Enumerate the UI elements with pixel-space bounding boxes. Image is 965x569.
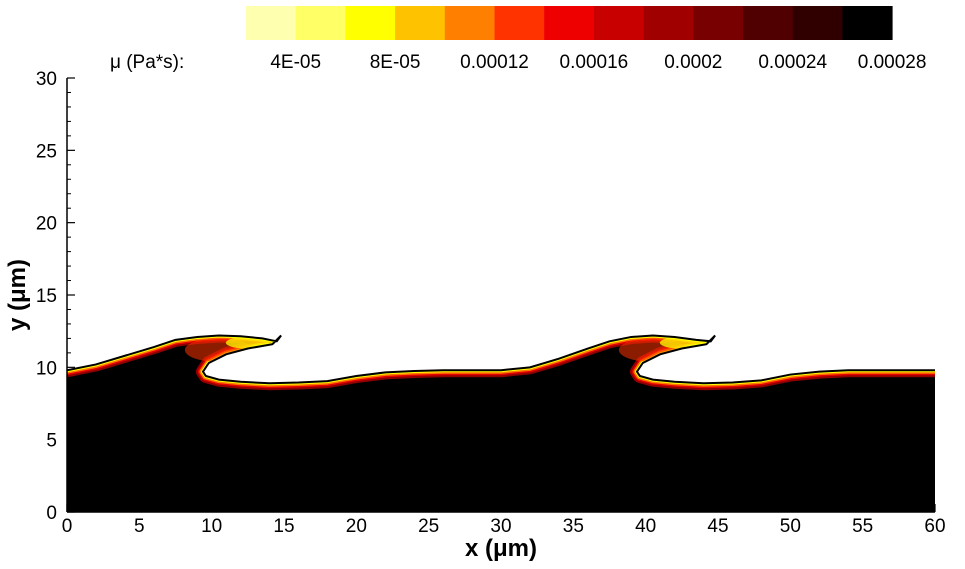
- x-tick-label: 20: [346, 516, 367, 537]
- x-tick-label: 25: [418, 516, 439, 537]
- colorbar-swatch: [246, 6, 297, 40]
- interface-contour: [67, 334, 935, 385]
- y-tick-label: 5: [46, 431, 57, 452]
- colorbar-swatch: [842, 6, 893, 40]
- x-tick-label: 30: [490, 516, 511, 537]
- colorbar-label: 0.00028: [858, 52, 927, 73]
- x-tick-label: 0: [62, 516, 73, 537]
- colorbar-title: μ (Pa*s):: [110, 52, 184, 73]
- high-viscosity-region: [67, 335, 935, 512]
- colorbar-label: 0.00016: [560, 52, 629, 73]
- colorbar-swatch: [295, 6, 346, 40]
- y-tick-label: 30: [36, 69, 57, 90]
- colorbar-swatch: [494, 6, 545, 40]
- x-tick-label: 60: [924, 516, 945, 537]
- colorbar-label: 8E-05: [370, 52, 421, 73]
- colorbar-swatch: [693, 6, 744, 40]
- y-tick-label: 25: [36, 141, 57, 162]
- colorbar-swatch: [593, 6, 645, 40]
- x-tick-label: 40: [635, 516, 656, 537]
- colorbar-label: 0.0002: [664, 52, 722, 73]
- x-tick-label: 15: [273, 516, 294, 537]
- x-tick-label: 10: [201, 516, 222, 537]
- x-tick-label: 55: [852, 516, 873, 537]
- x-tick-label: 45: [707, 516, 728, 537]
- colorbar-label: 0.00012: [460, 52, 529, 73]
- colorbar-swatch: [544, 6, 595, 40]
- y-axis-title: y (μm): [4, 259, 31, 331]
- y-tick-label: 0: [46, 503, 57, 524]
- y-tick-label: 20: [36, 214, 57, 235]
- colorbar-swatch: [743, 6, 794, 40]
- colorbar-swatch: [345, 6, 396, 40]
- x-tick-label: 5: [134, 516, 145, 537]
- colorbar-legend: μ (Pa*s): 4E-05 8E-05 0.00012 0.00016 0.0002 0…: [110, 6, 926, 73]
- colorbar-swatch: [643, 6, 694, 40]
- colorbar-swatch: [792, 6, 843, 40]
- colorbar-label: 0.00024: [758, 52, 827, 73]
- colorbar-label: 4E-05: [270, 52, 321, 73]
- colorbar-swatch: [395, 6, 446, 40]
- y-tick-label: 15: [36, 286, 57, 307]
- x-tick-label: 50: [780, 516, 801, 537]
- x-tick-label: 35: [563, 516, 584, 537]
- axes: 0 5 10 15 20 25 30 35 40 45 50 55 60 0 5 10 15 20 25 30: [36, 69, 946, 537]
- colorbar-swatch: [444, 6, 495, 40]
- y-tick-label: 10: [36, 358, 57, 379]
- x-axis-title: x (μm): [465, 535, 537, 562]
